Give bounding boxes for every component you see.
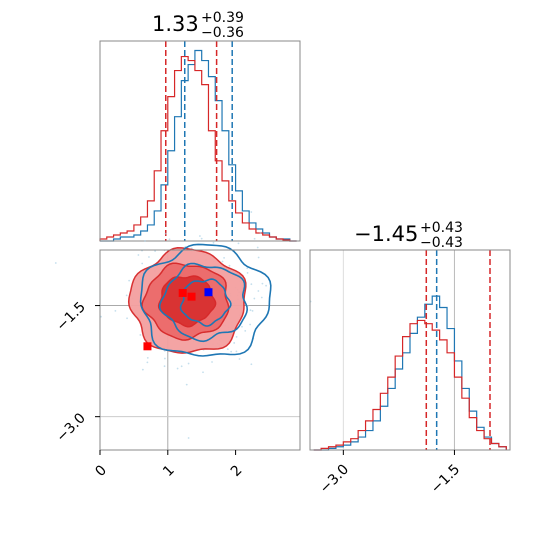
title-value-0: 1.33 [152,12,199,36]
sample-point [216,225,219,227]
x-tick-label: 2 [228,462,246,480]
x-tick-labels-param-0: 0 1 2 [92,450,246,480]
sample-point [185,383,188,386]
sample-point [180,365,183,368]
sample-point [260,296,263,299]
x-tick-label: 0 [92,462,110,480]
sample-point [128,279,131,282]
title-plus-1: +0.43 [420,220,463,236]
marker-square [178,288,187,297]
sample-point [212,241,215,244]
histogram-red-param-0 [99,55,297,242]
sample-point [148,256,150,258]
sample-point [250,363,253,366]
sample-point [141,368,144,371]
sample-point [233,342,236,344]
x-tick-label: −1.5 [428,461,463,496]
sample-point [257,290,260,292]
contour-blue [139,243,272,357]
sample-point [221,260,224,263]
sample-point [154,250,156,252]
marker-square [143,342,152,351]
sample-point [235,335,238,338]
histogram-panel-param-0 [99,40,301,242]
sample-point [54,262,57,264]
y-tick-label: −1.5 [53,299,88,334]
histogram-red-param-1 [313,319,507,451]
sample-point [211,361,213,363]
sample-point [244,329,247,332]
x-tick-label: 1 [160,462,178,480]
sample-point [249,309,252,312]
sample-point [253,297,256,300]
contour-blue [158,262,249,343]
sample-point [202,371,204,374]
sample-point [235,350,238,353]
sample-point [137,254,140,256]
sample-point [241,325,243,328]
sample-point [146,356,149,359]
sample-point [226,348,229,351]
panel-frame [99,249,301,451]
sample-point [250,283,253,286]
title-param-1: −1.45 +0.43 −0.43 [354,220,463,251]
sample-point [223,256,225,259]
panel-frame [99,40,301,242]
sample-point [228,264,231,267]
title-minus-1: −0.43 [420,235,463,251]
sample-point [125,294,128,297]
y-tick-labels-param-1: −3.0 −1.5 [53,299,100,446]
sample-point [100,315,102,318]
sample-point [144,240,146,242]
marker-square [187,292,196,301]
sample-point [238,358,241,360]
histogram-blue-param-1 [313,295,507,451]
sample-point [253,237,256,240]
y-tick-label: −3.0 [53,410,88,445]
sample-point [176,367,179,370]
sample-point [256,246,259,249]
sample-point [114,309,117,312]
sample-point [250,211,253,213]
marker-square [204,288,213,297]
sample-point [249,323,252,326]
sample-point [164,232,167,235]
sample-point [199,235,201,237]
sample-point [200,237,203,240]
histogram-panel-param-1 [309,249,511,451]
title-value-1: −1.45 [354,222,418,246]
panel-frame [309,249,511,451]
sample-point [141,262,144,265]
title-plus-0: +0.39 [201,10,244,26]
title-param-0: 1.33 +0.39 −0.36 [152,10,244,41]
sample-point [163,365,166,368]
sample-point [146,361,149,364]
sample-point [164,357,166,360]
sample-point [257,256,260,259]
sample-point [168,238,171,241]
sample-point [139,334,142,336]
sample-point [230,350,233,353]
contour-red [157,275,217,328]
sample-point [187,437,190,439]
contour-blue [179,278,232,327]
sample-point [246,267,249,270]
sample-point [126,317,128,320]
sample-point [251,310,254,312]
sample-point [261,282,264,285]
x-tick-label: −3.0 [317,461,352,496]
joint-panel [54,211,312,451]
sample-point [187,362,190,365]
sample-point [265,284,267,287]
x-tick-labels-param-1: −3.0 −1.5 [317,450,463,497]
histogram-blue-param-0 [100,49,297,242]
sample-point [259,231,262,234]
sample-point [246,272,249,274]
title-minus-0: −0.36 [201,25,244,41]
sample-point [237,242,240,245]
